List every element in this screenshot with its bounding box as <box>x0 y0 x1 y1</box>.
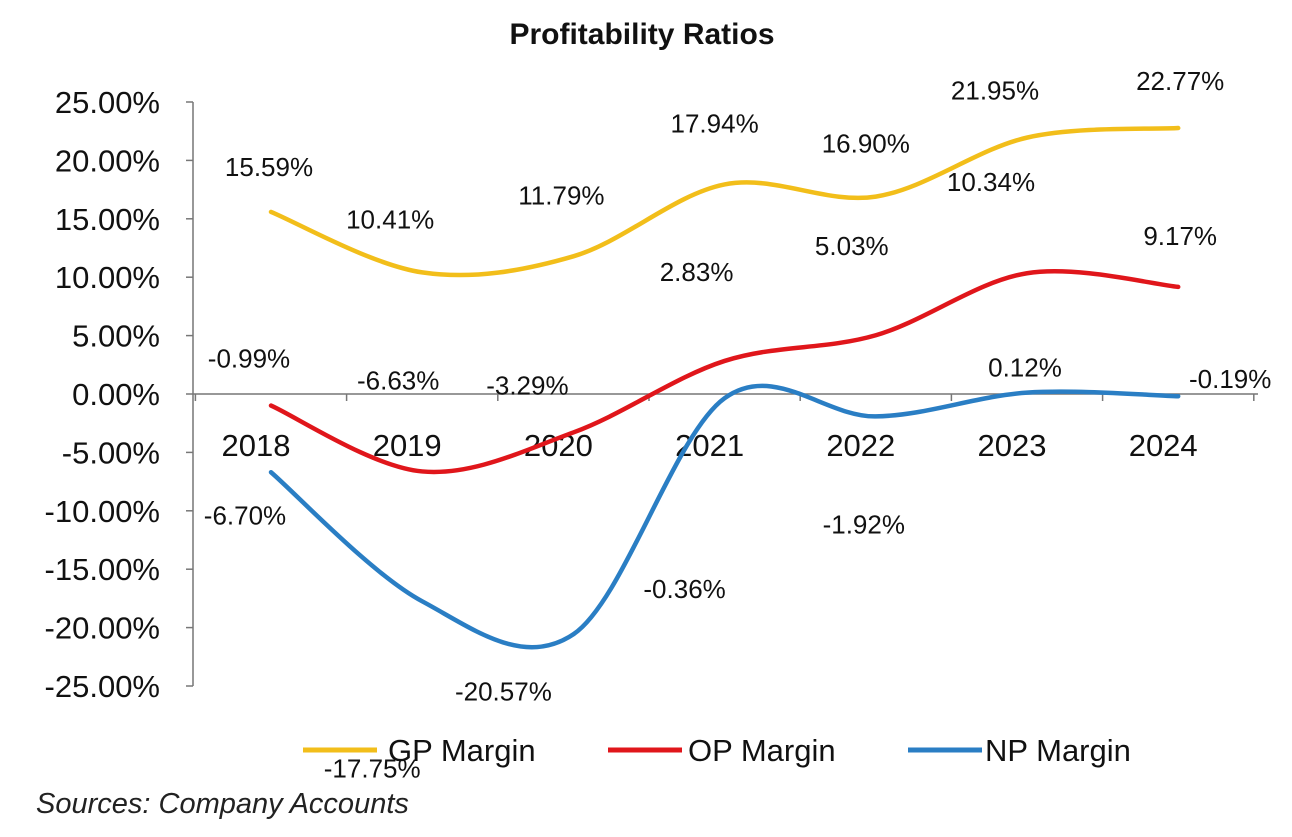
x-tick-label: 2023 <box>978 428 1047 463</box>
x-tick-label: 2018 <box>222 428 291 463</box>
np-margin-data-label: 0.12% <box>988 353 1062 383</box>
y-tick-label: 15.00% <box>55 202 160 237</box>
gp-margin-data-label: 17.94% <box>671 108 759 138</box>
gp-margin-data-label: 16.90% <box>822 129 910 159</box>
y-tick-label: 0.00% <box>72 377 160 412</box>
np-margin-data-label: -0.19% <box>1189 364 1271 394</box>
x-tick-label: 2019 <box>373 428 442 463</box>
op-margin-data-label: 10.34% <box>947 167 1035 197</box>
x-tick-label: 2022 <box>826 428 895 463</box>
op-margin-data-label: -3.29% <box>486 370 568 400</box>
np-margin-data-label: -0.36% <box>643 574 725 604</box>
y-tick-label: -15.00% <box>45 552 160 587</box>
np-margin-data-label: -17.75% <box>324 753 421 783</box>
axes: 25.00% 20.00% 15.00% 10.00% 5.00% 0.00% -5.00%… <box>45 85 1258 704</box>
gp-margin-data-label: 10.41% <box>346 204 434 234</box>
y-tick-label: 20.00% <box>55 143 160 178</box>
x-tick-label: 2024 <box>1129 428 1198 463</box>
np-margin-legend-label: NP Margin <box>985 733 1131 768</box>
op-margin-data-label: 5.03% <box>815 231 889 261</box>
legend: GP Margin OP Margin NP Margin <box>303 733 1131 768</box>
gp-margin-data-label: 15.59% <box>225 152 313 182</box>
y-tick-label: -5.00% <box>62 435 160 470</box>
op-margin-line <box>268 269 1181 475</box>
op-margin-data-label: -0.99% <box>208 344 290 374</box>
series-lines <box>268 125 1181 650</box>
y-tick-label: 5.00% <box>72 319 160 354</box>
np-margin-data-label: -6.70% <box>204 500 286 530</box>
y-tick-label: -20.00% <box>45 611 160 646</box>
gp-margin-data-label: 21.95% <box>951 76 1039 106</box>
chart-title: Profitability Ratios <box>509 18 774 51</box>
gp-margin-legend-label: GP Margin <box>388 733 536 768</box>
op-margin-data-label: 2.83% <box>660 257 734 287</box>
gp-margin-data-label: 11.79% <box>518 180 604 210</box>
np-margin-line <box>268 383 1181 650</box>
np-margin-data-label: -20.57% <box>455 676 552 706</box>
y-tick-label: -10.00% <box>45 494 160 529</box>
gp-margin-data-label: 22.77% <box>1136 66 1224 96</box>
gp-margin-line <box>268 125 1181 278</box>
op-margin-legend-label: OP Margin <box>688 733 836 768</box>
source-note: Sources: Company Accounts <box>36 788 409 820</box>
data-labels: 15.59% 10.41% 11.79% 17.94% 16.90% 21.95% 22.7… <box>204 66 1272 783</box>
y-tick-label: 25.00% <box>55 85 160 120</box>
op-margin-data-label: 9.17% <box>1143 221 1217 251</box>
op-margin-data-label: -6.63% <box>357 365 439 395</box>
y-tick-label: 10.00% <box>55 260 160 295</box>
y-tick-label: -25.00% <box>45 669 160 704</box>
np-margin-data-label: -1.92% <box>823 509 905 539</box>
